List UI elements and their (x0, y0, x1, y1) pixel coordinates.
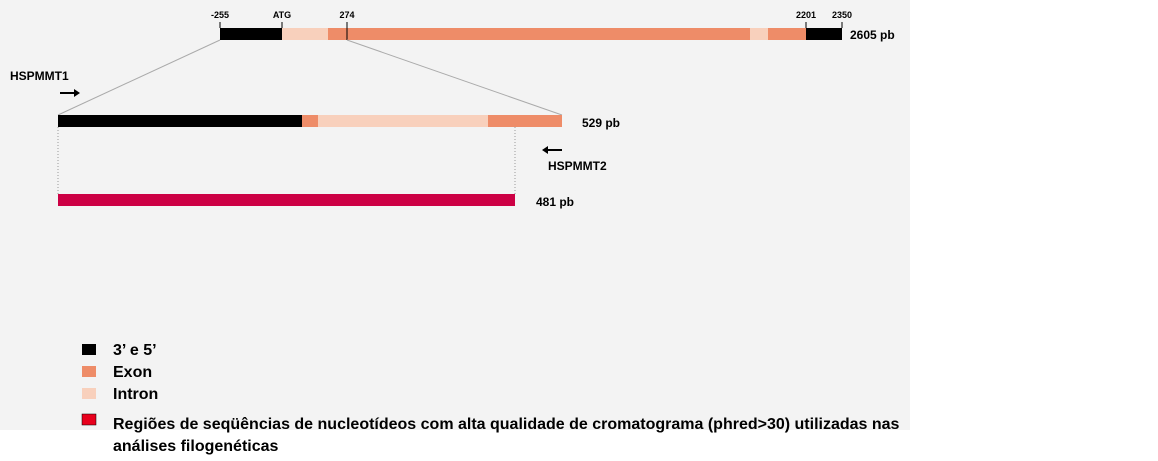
gene-size: 2605 pb (850, 28, 895, 42)
exon (302, 115, 318, 127)
legend-swatch (82, 388, 96, 399)
legend-label: 3’ e 5’ (113, 342, 157, 359)
zoom-line (346, 39, 563, 116)
primer-label: HSPMMT2 (548, 159, 607, 173)
legend: 3’ e 5’ Exon Intron (82, 342, 158, 403)
intron (750, 28, 768, 40)
intron (318, 115, 488, 127)
marker-label: ATG (273, 10, 291, 20)
utr (220, 28, 282, 40)
legend-swatch (82, 344, 96, 355)
legend-swatch (82, 366, 96, 377)
marker-label: 274 (339, 10, 354, 20)
primer-label: HSPMMT1 (10, 69, 69, 83)
utr (58, 115, 302, 127)
legend-label: análises filogenéticas (113, 438, 279, 455)
exon (768, 28, 806, 40)
amplicon-bar (58, 115, 562, 127)
zoom-line (57, 39, 221, 116)
marker-label: -255 (211, 10, 229, 20)
arrow-left (542, 146, 562, 154)
gene-bar (219, 22, 843, 40)
legend-label: Exon (113, 364, 152, 381)
quality-size: 481 pb (536, 195, 574, 209)
legend-label: Intron (113, 386, 158, 403)
amplicon-size: 529 pb (582, 116, 620, 130)
legend-swatch (81, 413, 97, 426)
intron (282, 28, 328, 40)
marker-label: 2201 (796, 10, 816, 20)
utr (806, 28, 842, 40)
exon (328, 28, 750, 40)
quality-bar (58, 194, 515, 206)
exon (488, 115, 562, 127)
marker-label: 2350 (832, 10, 852, 20)
legend-label: Regiões de seqüências de nucleotídeos co… (113, 416, 900, 433)
arrow-right (60, 89, 80, 97)
